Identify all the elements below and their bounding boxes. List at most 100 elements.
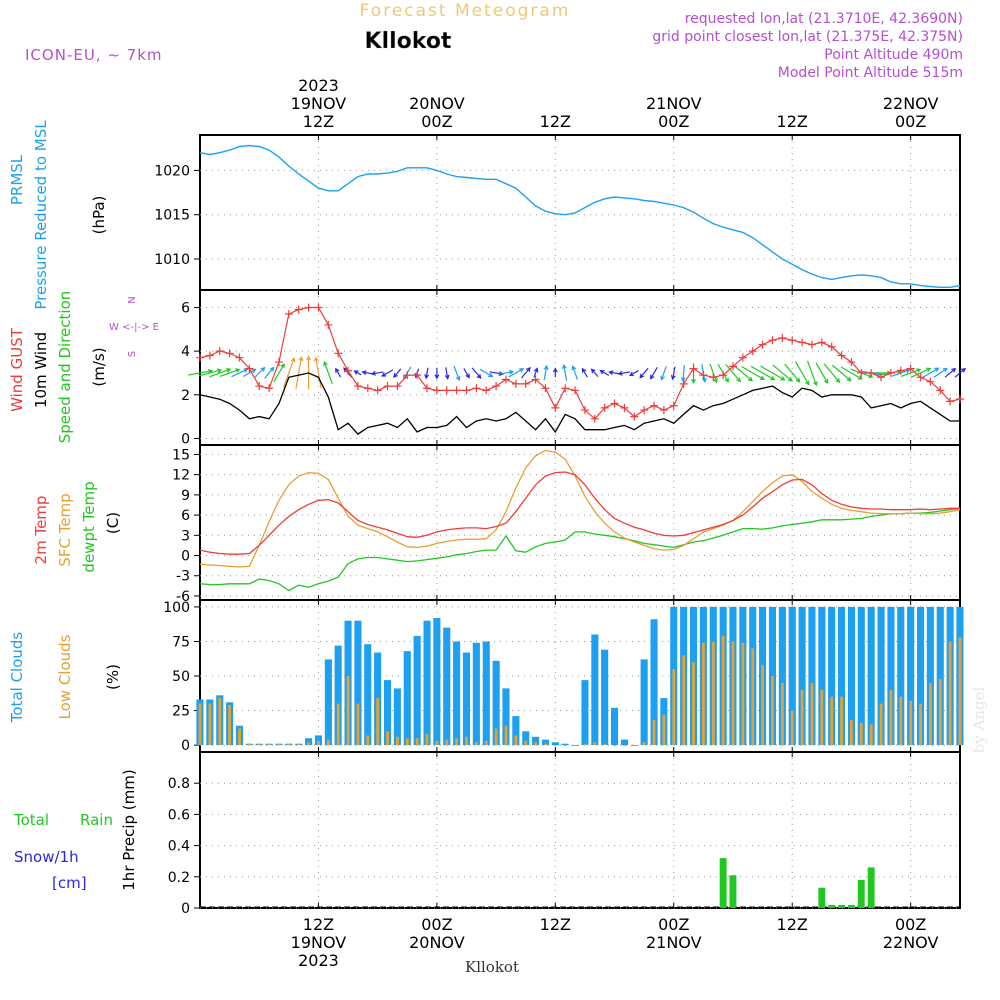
- low-cloud-bar: [948, 641, 952, 746]
- gust-marker: [728, 362, 737, 371]
- wind-arrow-head: [639, 373, 645, 379]
- wind-arrow-head: [926, 367, 932, 373]
- gust-marker: [324, 320, 333, 329]
- sfc-temp-label: SFC Temp: [56, 493, 74, 566]
- wind-arrow: [900, 368, 921, 378]
- low-cloud-bar: [208, 703, 212, 746]
- wind-arrow-head: [617, 370, 623, 376]
- wind-arrow: [198, 369, 222, 377]
- total-cloud-bar: [867, 606, 875, 746]
- wind-arrow: [508, 368, 524, 378]
- low-cloud-bar: [613, 745, 616, 746]
- low-cloud-bar: [573, 745, 577, 746]
- low-cloud-bar: [790, 710, 794, 745]
- gust-marker: [620, 403, 629, 412]
- wind-arrow: [600, 370, 610, 376]
- low-cloud-bar: [465, 736, 468, 746]
- series-line-prmsl: [199, 144, 961, 288]
- low-cloud-bar: [317, 740, 320, 745]
- gust-label: Wind GUST: [8, 327, 26, 412]
- wind-arrow: [335, 368, 342, 378]
- total-cloud-bar: [818, 606, 826, 746]
- bottom-time-label: 12Z: [303, 915, 334, 934]
- gust-marker: [709, 373, 718, 382]
- low-cloud-bar: [583, 743, 587, 746]
- wind-arrow-head: [290, 357, 296, 363]
- wind-arrow-head: [736, 377, 741, 383]
- series-line-2m-temp: [199, 471, 960, 555]
- requested-coords: requested lon,lat (21.3710E, 42.3690N): [685, 11, 963, 27]
- gust-marker: [896, 366, 905, 375]
- total-cloud-bar: [433, 618, 441, 746]
- y-tick-label: 0.8: [168, 776, 190, 792]
- y-tick-label: 100: [163, 600, 190, 616]
- wind-arrow-head: [868, 373, 874, 379]
- wind-arrow: [784, 363, 801, 383]
- low-cloud-bar: [810, 682, 814, 746]
- gust-marker: [916, 373, 925, 382]
- y-tick-label: 0.2: [168, 870, 190, 886]
- low-cloud-bar: [711, 641, 715, 746]
- wind-arrow: [371, 371, 384, 375]
- wind-arrow: [910, 367, 931, 379]
- total-cloud-bar: [462, 652, 470, 746]
- total-cloud-bar: [640, 659, 648, 746]
- wind-arrow-head: [804, 380, 810, 386]
- wind-arrow-head: [313, 356, 319, 362]
- gust-marker: [640, 406, 649, 415]
- top-time-label: 12Z: [303, 112, 334, 131]
- y-tick-label: 50: [172, 669, 190, 685]
- low-cloud-bar: [938, 678, 942, 746]
- wind-arrow-head: [724, 377, 729, 383]
- temp2m-label: 2m Temp: [32, 496, 50, 565]
- total-clouds-label: Total Clouds: [8, 632, 26, 724]
- compass-s: S: [127, 351, 138, 357]
- gust-marker: [383, 382, 392, 391]
- top-time-label: 00Z: [421, 112, 452, 131]
- wind-arrow: [815, 362, 829, 384]
- low-cloud-bar: [771, 676, 774, 746]
- low-cloud-bar: [405, 738, 409, 746]
- wind-arrow-head: [465, 373, 470, 379]
- low-cloud-bar: [297, 743, 301, 746]
- y-tick-label: 1020: [154, 163, 190, 179]
- low-cloud-bar: [336, 703, 340, 746]
- bottom-time-label: 12Z: [777, 915, 808, 934]
- low-cloud-bar: [958, 637, 962, 746]
- gust-marker: [482, 386, 491, 395]
- low-cloud-bar: [435, 740, 439, 745]
- low-cloud-bar: [346, 676, 350, 746]
- gust-marker: [679, 379, 688, 388]
- wind-arrow: [660, 366, 667, 380]
- total-cloud-bar: [936, 606, 944, 746]
- gust-marker: [877, 373, 886, 382]
- wind-arrow: [231, 368, 248, 378]
- wind-arrow: [629, 370, 639, 376]
- wind-arrow-head: [571, 365, 577, 371]
- wind-arrow-head: [260, 366, 266, 372]
- y-tick-label: 2: [181, 388, 190, 404]
- snow-label: Snow/1h: [14, 848, 79, 866]
- wind-arrow: [591, 368, 599, 378]
- total-cloud-bar: [324, 659, 332, 746]
- gust-marker: [778, 334, 787, 343]
- temp-unit: (C): [104, 512, 122, 534]
- wind-dir-label: Speed and Direction: [56, 291, 74, 444]
- point-altitude: Point Altitude 490m: [824, 47, 963, 63]
- total-cloud-bar: [798, 606, 806, 746]
- wind-arrow: [954, 368, 966, 378]
- wind-arrow: [650, 366, 658, 379]
- total-cloud-bar: [838, 606, 846, 746]
- gust-marker: [353, 382, 362, 391]
- gust-marker: [551, 403, 560, 412]
- total-cloud-bar: [532, 736, 540, 746]
- low-cloud-bar: [366, 735, 370, 746]
- wind-arrow-head: [243, 368, 249, 373]
- low-cloud-bar: [840, 696, 843, 746]
- gust-marker: [738, 353, 747, 362]
- wind-arrow-head: [581, 367, 587, 373]
- low-cloud-bar: [356, 703, 360, 746]
- total-cloud-bar: [551, 742, 559, 746]
- gust-marker: [215, 347, 224, 356]
- rain-bar: [828, 904, 836, 908]
